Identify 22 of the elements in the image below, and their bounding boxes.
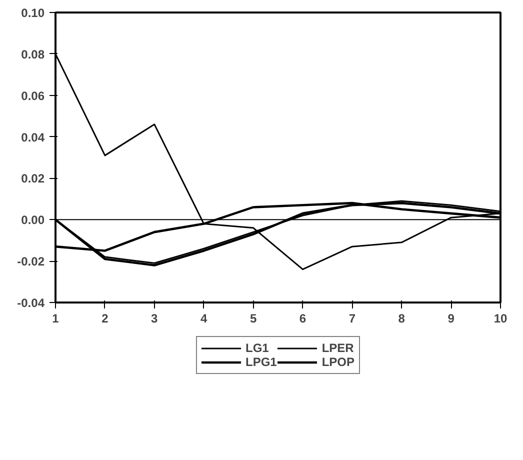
legend-label: LG1	[245, 341, 269, 355]
x-tick-label: 9	[448, 312, 455, 326]
y-tick-label: -0.02	[17, 254, 45, 269]
x-tick-label: 1	[52, 312, 60, 326]
y-tick-label: 0.06	[21, 88, 45, 103]
x-tick-label: 7	[348, 312, 356, 326]
x-tick-label: 2	[102, 312, 109, 326]
y-tick-label: 0.02	[21, 172, 45, 186]
x-tick-label: 6	[299, 312, 306, 326]
y-tick-label: 0.08	[21, 47, 45, 62]
legend-label: LPOP	[322, 355, 355, 369]
x-tick-label: 4	[200, 312, 208, 326]
legend-label: LPER	[322, 341, 354, 355]
x-tick-label: 10	[494, 312, 508, 326]
legend-label: LPG1	[245, 355, 277, 369]
y-tick-label: 0.04	[21, 130, 45, 144]
y-tick-label: -0.04	[17, 296, 45, 310]
y-tick-label: 0.10	[21, 6, 45, 20]
y-tick-label: 0.00	[21, 213, 45, 228]
x-tick-label: 5	[250, 312, 257, 326]
x-tick-label: 8	[398, 312, 406, 326]
x-tick-label: 3	[151, 312, 158, 326]
